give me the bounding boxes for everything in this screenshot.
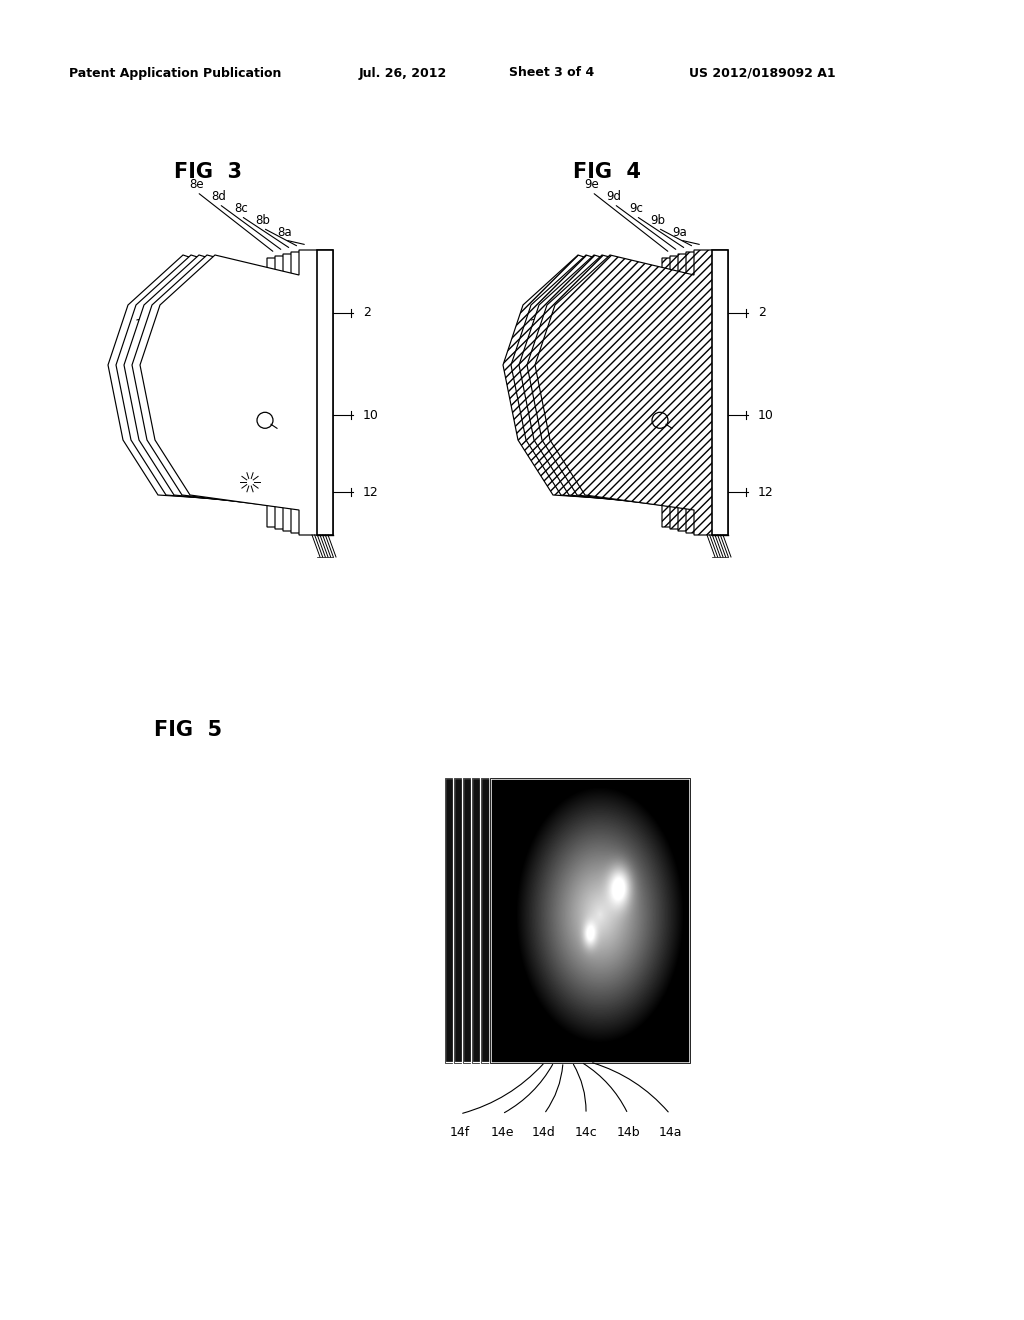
Text: 14c: 14c xyxy=(574,1126,597,1138)
Polygon shape xyxy=(535,249,728,535)
Text: 2: 2 xyxy=(758,306,766,319)
Text: 2: 2 xyxy=(362,306,371,319)
Text: Patent Application Publication: Patent Application Publication xyxy=(69,66,282,79)
Text: 14b: 14b xyxy=(616,1126,640,1138)
Text: FIG  3: FIG 3 xyxy=(174,162,242,182)
Text: 9c: 9c xyxy=(629,202,643,214)
Text: Sheet 3 of 4: Sheet 3 of 4 xyxy=(509,66,595,79)
Text: 10: 10 xyxy=(758,409,774,422)
Polygon shape xyxy=(511,255,705,529)
Polygon shape xyxy=(132,252,325,533)
Text: 20: 20 xyxy=(529,318,547,331)
Text: 12: 12 xyxy=(758,486,774,499)
Polygon shape xyxy=(490,777,690,1063)
Polygon shape xyxy=(503,255,696,527)
Text: 9b: 9b xyxy=(650,214,666,227)
Text: 8c: 8c xyxy=(234,202,248,214)
Polygon shape xyxy=(317,249,333,535)
Text: 14e: 14e xyxy=(490,1126,514,1138)
Text: 9d: 9d xyxy=(606,190,622,202)
Polygon shape xyxy=(108,255,301,527)
Text: 8b: 8b xyxy=(256,214,270,227)
Polygon shape xyxy=(519,253,712,531)
Text: 8d: 8d xyxy=(212,190,226,202)
Text: 10: 10 xyxy=(362,409,379,422)
Text: 14f: 14f xyxy=(450,1126,470,1138)
Polygon shape xyxy=(472,777,672,1063)
Text: 14a: 14a xyxy=(658,1126,682,1138)
Polygon shape xyxy=(116,255,309,529)
Polygon shape xyxy=(463,777,663,1063)
Text: 9e: 9e xyxy=(585,177,599,190)
Text: FIG  5: FIG 5 xyxy=(154,719,222,741)
Text: 8a: 8a xyxy=(278,226,292,239)
Text: 12: 12 xyxy=(362,486,379,499)
Text: FIG  4: FIG 4 xyxy=(573,162,641,182)
Text: 9a: 9a xyxy=(673,226,687,239)
Polygon shape xyxy=(140,249,333,535)
Text: 14d: 14d xyxy=(532,1126,556,1138)
Polygon shape xyxy=(445,777,645,1063)
Text: Jul. 26, 2012: Jul. 26, 2012 xyxy=(358,66,447,79)
Polygon shape xyxy=(712,249,728,535)
Polygon shape xyxy=(124,253,317,531)
Text: US 2012/0189092 A1: US 2012/0189092 A1 xyxy=(689,66,836,79)
Polygon shape xyxy=(454,777,654,1063)
Polygon shape xyxy=(481,777,681,1063)
Polygon shape xyxy=(527,252,720,533)
Text: 18: 18 xyxy=(134,318,152,331)
Text: 8e: 8e xyxy=(189,177,205,190)
